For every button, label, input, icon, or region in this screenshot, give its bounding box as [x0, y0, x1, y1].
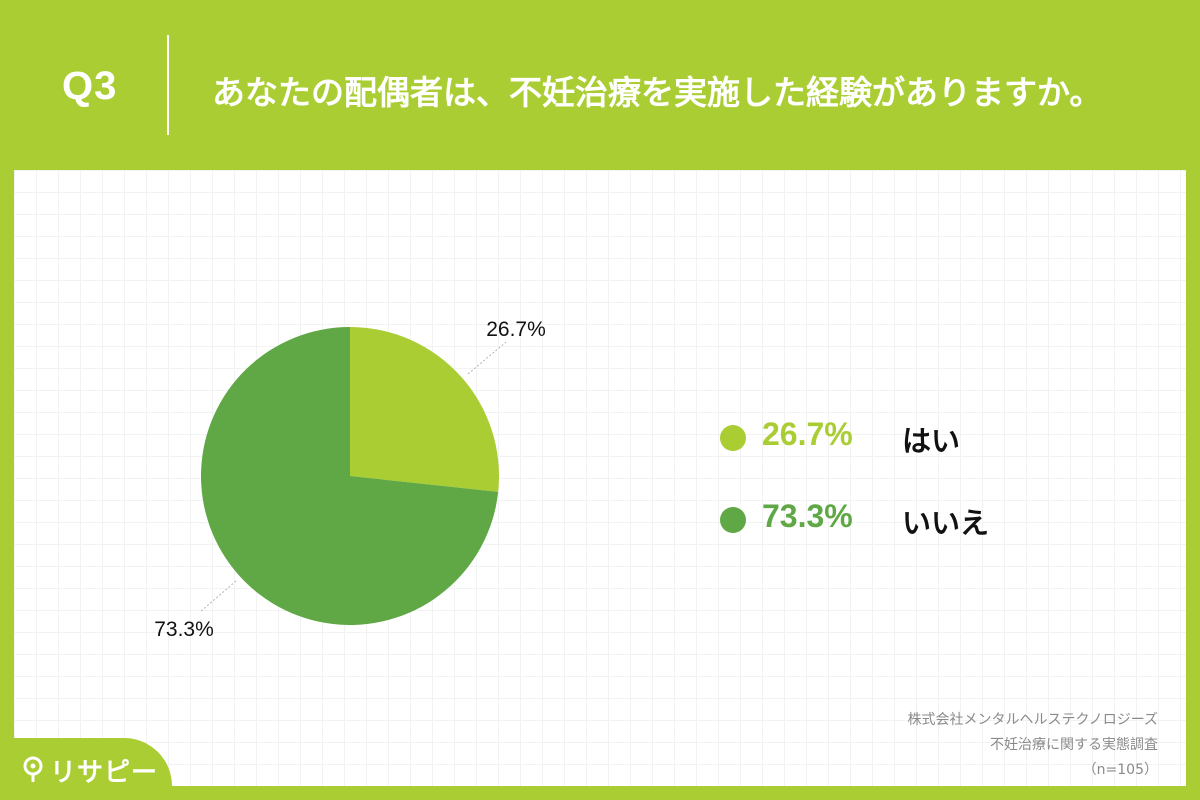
source-company: 株式会社メンタルヘルステクノロジーズ — [907, 712, 1158, 728]
question-title: あなたの配偶者は、不妊治療を実施した経験がありますか。 — [212, 73, 1103, 112]
legend-label-yes: はい — [902, 424, 961, 458]
leader-line-1 — [199, 580, 237, 613]
source-survey: 不妊治療に関する実態調査 — [990, 737, 1158, 753]
pin-icon — [23, 756, 43, 782]
legend-value-yes: 26.7% — [762, 416, 853, 452]
header: Q3 あなたの配偶者は、不妊治療を実施した経験がありますか。 — [0, 0, 1200, 170]
logo-text: リサピー — [50, 758, 159, 788]
legend-label-no: いいえ — [902, 506, 990, 540]
pie-slice-0 — [350, 327, 499, 492]
legend-dot-yes — [720, 425, 746, 451]
source-note: 株式会社メンタルヘルステクノロジーズ 不妊治療に関する実態調査 （n=105） — [908, 708, 1158, 783]
legend-value-no: 73.3% — [762, 498, 853, 534]
logo: リサピー — [0, 738, 172, 800]
slice-label-0: 26.7% — [486, 318, 546, 341]
question-number: Q3 — [62, 64, 118, 108]
header-divider — [167, 35, 169, 135]
legend-dot-no — [720, 507, 746, 533]
pie-slice-1 — [200, 327, 499, 626]
source-sample-size: （n=105） — [1082, 762, 1158, 778]
slice-label-1: 73.3% — [154, 618, 214, 641]
leader-line-0 — [467, 341, 507, 375]
